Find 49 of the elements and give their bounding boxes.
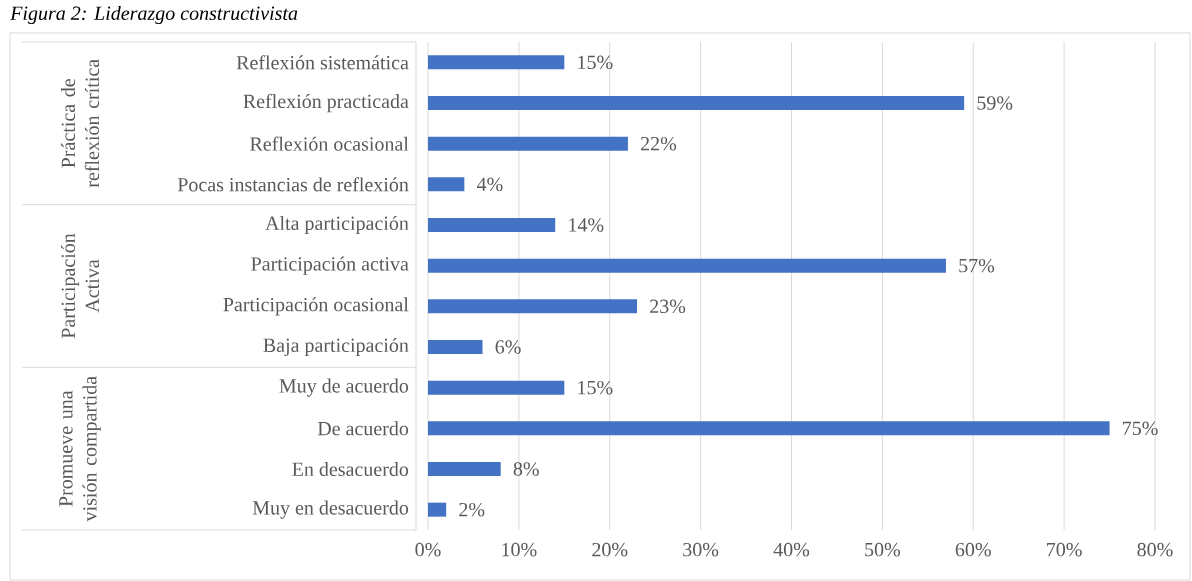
text: Participación Activa xyxy=(60,233,100,339)
y-tick-label: Reflexión practicada xyxy=(243,93,409,113)
x-tick-label: 0% xyxy=(415,542,441,557)
bar xyxy=(428,340,483,354)
y-tick-label: Reflexión ocasional xyxy=(250,136,409,151)
bar xyxy=(428,299,638,314)
x-tick-label: 20% xyxy=(592,542,628,557)
y-tick-label: Alta participación xyxy=(265,215,409,235)
x-tick-label: 60% xyxy=(955,542,991,557)
bar xyxy=(428,421,1110,436)
bar xyxy=(428,177,465,192)
y-tick-label: Participación activa xyxy=(251,256,409,275)
y-tick-label: Muy de acuerdo xyxy=(279,378,409,397)
x-tick-label: 30% xyxy=(683,542,719,557)
x-tick-label: 10% xyxy=(502,542,537,557)
x-tick-label: 70% xyxy=(1047,542,1082,557)
bar xyxy=(428,96,965,110)
data-label: 23% xyxy=(650,299,686,314)
bar xyxy=(428,502,447,517)
x-tick-label: 40% xyxy=(773,542,810,557)
y-tick-label: En desacuerdo xyxy=(292,461,409,477)
data-label: 8% xyxy=(513,462,539,476)
y-tick-label: Baja participación xyxy=(263,337,409,357)
y-tick-label: Reflexión sistemática xyxy=(236,55,409,70)
data-label: 15% xyxy=(578,380,613,395)
text: Práctica de reflexión crítica xyxy=(60,59,100,188)
x-tick-label: 50% xyxy=(865,542,901,557)
data-label: 22% xyxy=(641,136,677,151)
y-tick-label: Pocas instancias de reflexión xyxy=(177,177,409,192)
text: Figura 2: Liderazgo constructivista xyxy=(10,5,298,25)
data-label: 15% xyxy=(578,55,613,70)
data-label: 75% xyxy=(1123,421,1158,436)
y-tick-label: Muy en desacuerdo xyxy=(252,500,409,519)
data-label: 14% xyxy=(569,218,604,232)
bar xyxy=(428,380,565,395)
data-label: 6% xyxy=(495,340,521,354)
y-tick-label: De acuerdo xyxy=(317,421,409,436)
data-label: 4% xyxy=(476,177,503,192)
bar xyxy=(428,136,628,151)
y-tick-label: Participación ocasional xyxy=(223,297,409,316)
bar xyxy=(428,218,556,232)
text: Promueve una visión compartida xyxy=(59,376,101,522)
bar xyxy=(428,461,501,476)
bar xyxy=(428,55,565,70)
bar xyxy=(428,258,946,273)
data-label: 2% xyxy=(459,502,485,517)
data-label: 57% xyxy=(959,258,995,273)
x-tick-label: 80% xyxy=(1137,542,1173,557)
data-label: 59% xyxy=(977,96,1013,110)
